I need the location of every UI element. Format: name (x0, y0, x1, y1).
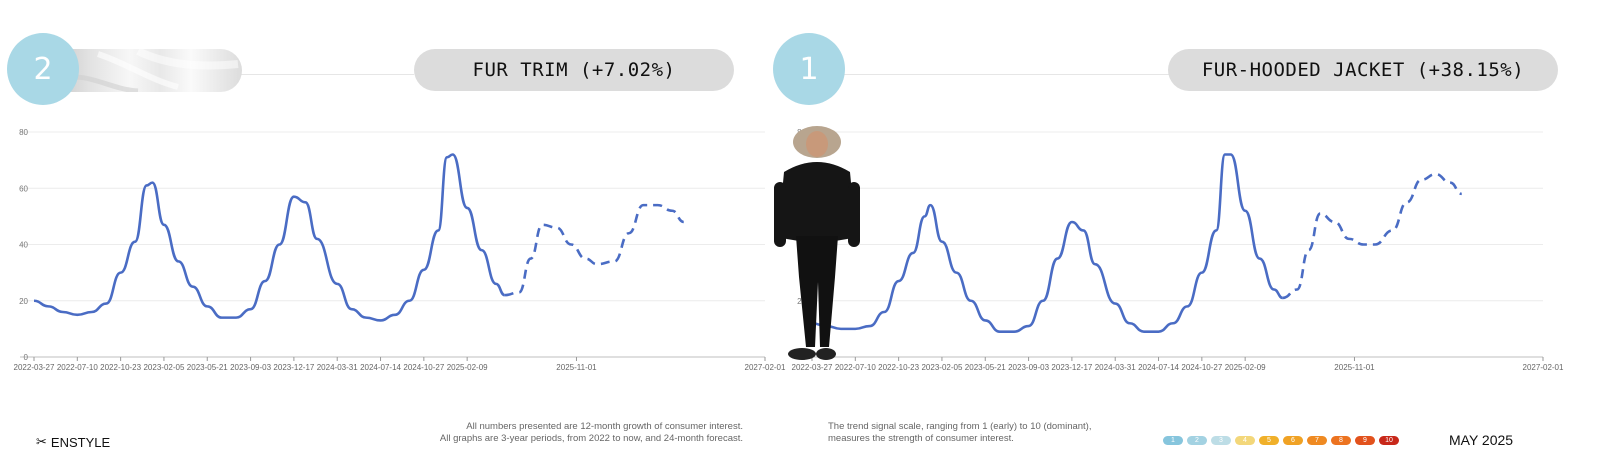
scale-level-1: 1 (1163, 436, 1183, 445)
x-tick-label: 2024-07-14 (360, 363, 401, 372)
jacket-model-image (774, 126, 860, 360)
x-tick-label: 2023-09-03 (230, 363, 271, 372)
brand-logo: ✂ ENSTYLE (36, 434, 110, 450)
x-tick-label: 2025-02-09 (1225, 363, 1266, 372)
y-tick-label: 40 (19, 241, 28, 250)
trend-title-fur-hooded-jacket: FUR-HOODED JACKET (+38.15%) (1168, 49, 1558, 91)
scale-level-9: 9 (1355, 436, 1375, 445)
scale-level-4: 4 (1235, 436, 1255, 445)
x-tick-label: 2023-12-17 (1051, 363, 1092, 372)
x-tick-label: 2027-02-01 (745, 363, 786, 372)
forecast-line (504, 203, 685, 297)
x-tick-label: 2027-02-01 (1523, 363, 1564, 372)
y-tick-label: 20 (19, 297, 28, 306)
x-tick-label: 2025-02-09 (447, 363, 488, 372)
history-line (811, 153, 1283, 333)
scale-level-3: 3 (1211, 436, 1231, 445)
trend-signal-scale: 1 2 3 4 5 6 7 8 9 10 (1163, 436, 1399, 445)
scale-level-7: 7 (1307, 436, 1327, 445)
x-tick-label: 2024-10-27 (403, 363, 444, 372)
x-tick-label: 2023-12-17 (273, 363, 314, 372)
x-tick-label: 2023-05-21 (965, 363, 1006, 372)
rank-badge-fur-trim: 2 (7, 33, 79, 105)
report-date: MAY 2025 (1449, 432, 1514, 448)
x-tick-label: 2022-07-10 (57, 363, 98, 372)
x-tick-label: 2024-03-31 (1095, 363, 1136, 372)
scale-note-line-2: measures the strength of consumer intere… (828, 433, 1014, 444)
x-tick-label: 2023-05-21 (187, 363, 228, 372)
x-tick-label: 2025-11-01 (1334, 363, 1375, 372)
x-tick-label: 2022-03-27 (792, 363, 833, 372)
header-rule-left (234, 74, 414, 75)
x-tick-label: 2023-09-03 (1008, 363, 1049, 372)
forecast-line (1282, 172, 1463, 300)
scissors-icon: ✂ (36, 434, 47, 449)
y-tick-label: 0 (24, 353, 29, 362)
scale-level-10: 10 (1379, 436, 1399, 445)
methodology-note-line-2: All graphs are 3-year periods, from 2022… (439, 433, 743, 444)
y-tick-label: 80 (19, 128, 28, 137)
rank-badge-fur-hooded-jacket: 1 (773, 33, 845, 105)
x-tick-label: 2024-03-31 (317, 363, 358, 372)
scale-level-2: 2 (1187, 436, 1207, 445)
x-tick-label: 2023-02-05 (921, 363, 962, 372)
scale-note: The trend signal scale, ranging from 1 (… (828, 421, 1092, 445)
x-tick-label: 2024-07-14 (1138, 363, 1179, 372)
y-tick-label: 60 (19, 184, 28, 193)
header-rule-right (840, 74, 1170, 75)
trend-title-fur-trim: FUR TRIM (+7.02%) (414, 49, 734, 91)
scale-note-line-1: The trend signal scale, ranging from 1 (… (828, 421, 1092, 432)
brand-name: ENSTYLE (50, 434, 111, 450)
scale-level-5: 5 (1259, 436, 1279, 445)
x-tick-label: 2023-02-05 (143, 363, 184, 372)
x-tick-label: 2025-11-01 (556, 363, 597, 372)
methodology-note-line-1: All numbers presented are 12-month growt… (466, 421, 743, 432)
x-tick-label: 2022-07-10 (835, 363, 876, 372)
scale-level-8: 8 (1331, 436, 1351, 445)
history-line (33, 153, 506, 322)
scale-level-6: 6 (1283, 436, 1303, 445)
x-tick-label: 2022-03-27 (14, 363, 55, 372)
x-tick-label: 2022-10-23 (878, 363, 919, 372)
methodology-note: All numbers presented are 12-month growt… (440, 421, 743, 445)
x-tick-label: 2022-10-23 (100, 363, 141, 372)
x-tick-label: 2024-10-27 (1181, 363, 1222, 372)
